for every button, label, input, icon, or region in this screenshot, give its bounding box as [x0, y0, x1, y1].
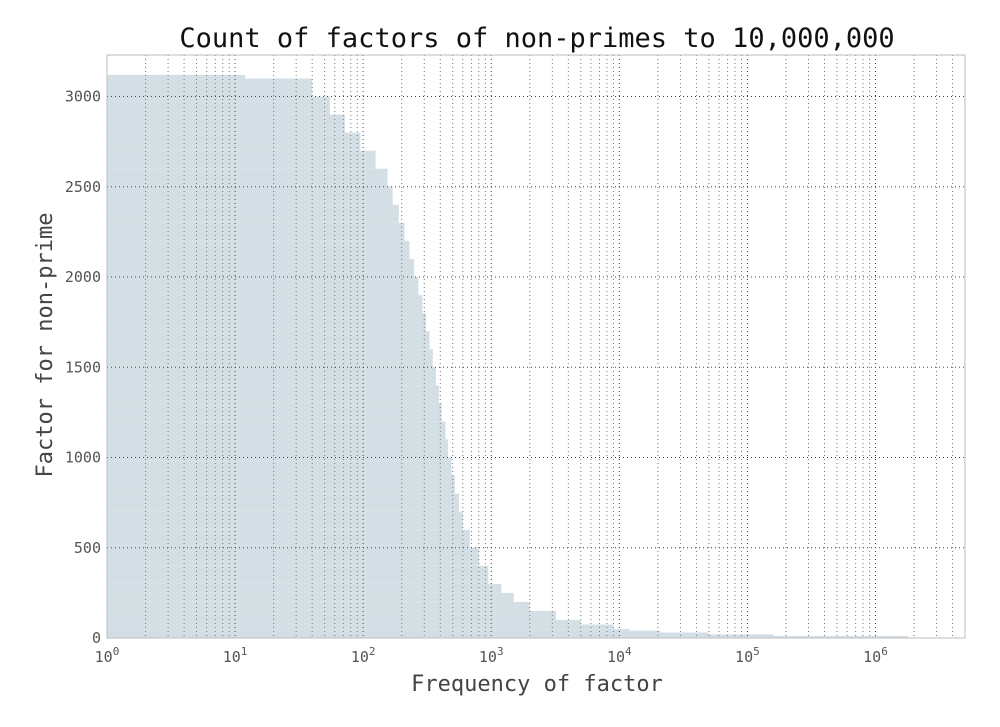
- bar: [107, 635, 909, 638]
- bar: [107, 168, 388, 187]
- bar: [107, 439, 449, 458]
- bars: [107, 74, 909, 638]
- y-tick-label: 2000: [65, 268, 101, 286]
- bar: [107, 204, 399, 223]
- bar: [107, 96, 330, 115]
- bar: [107, 403, 442, 422]
- x-tick-labels: 100 101 102 103 104 105 106: [95, 645, 888, 666]
- bar: [107, 186, 393, 205]
- y-tick-label: 500: [74, 539, 101, 557]
- y-tick-label: 0: [92, 629, 101, 647]
- y-tick-label: 2500: [65, 178, 101, 196]
- bar: [107, 240, 410, 259]
- bar: [107, 367, 436, 386]
- bar: [107, 632, 709, 635]
- bar: [107, 331, 430, 350]
- y-tick-labels: 0 500 1000 1500 2000 2500 3000: [65, 88, 101, 647]
- bar: [107, 78, 313, 97]
- x-tick-label: 104: [607, 645, 632, 666]
- x-tick-label: 106: [863, 645, 888, 666]
- bar: [107, 547, 479, 566]
- bar: [107, 601, 530, 611]
- y-axis-label: Factor for non-prime: [33, 213, 58, 478]
- bar: [107, 222, 405, 241]
- x-tick-label: 105: [735, 645, 760, 666]
- bar: [107, 610, 556, 620]
- x-tick-label: 102: [351, 645, 376, 666]
- bar: [107, 457, 452, 476]
- bar: [107, 511, 463, 530]
- bar: [107, 628, 630, 631]
- bar: [107, 583, 502, 593]
- bar: [107, 529, 470, 548]
- bar: [107, 132, 361, 151]
- x-tick-label: 103: [479, 645, 504, 666]
- bar: [107, 74, 246, 79]
- bar: [107, 565, 489, 584]
- bar: [107, 592, 514, 602]
- bar: [107, 493, 459, 512]
- bar: [107, 624, 614, 629]
- y-tick-label: 3000: [65, 88, 101, 106]
- bar: [107, 619, 581, 625]
- chart-title: Count of factors of non-primes to 10,000…: [179, 23, 894, 54]
- bar: [107, 421, 446, 440]
- bar: [107, 475, 455, 494]
- y-tick-label: 1500: [65, 358, 101, 376]
- bar: [107, 150, 376, 169]
- bar: [107, 258, 415, 278]
- bar: [107, 313, 427, 332]
- bar: [107, 630, 661, 633]
- x-tick-label: 100: [95, 645, 120, 666]
- bar: [107, 277, 419, 296]
- bar: [107, 295, 423, 314]
- bar: [107, 114, 345, 133]
- y-tick-label: 1000: [65, 449, 101, 467]
- x-tick-label: 101: [223, 645, 248, 666]
- bar: [107, 349, 433, 368]
- x-axis-label: Frequency of factor: [411, 672, 663, 697]
- bar: [107, 385, 439, 404]
- plot-frame: [106, 54, 966, 639]
